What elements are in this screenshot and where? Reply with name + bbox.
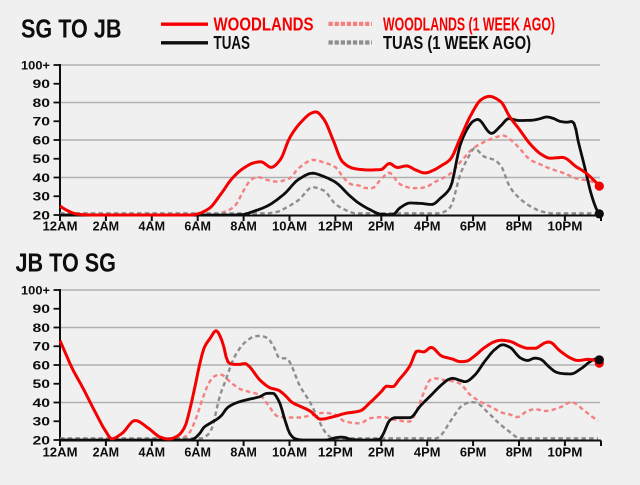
svg-text:8AM: 8AM <box>230 220 257 234</box>
svg-text:50: 50 <box>33 152 51 166</box>
svg-text:TUAS (1 WEEK AGO): TUAS (1 WEEK AGO) <box>383 33 531 53</box>
svg-text:80: 80 <box>33 321 51 335</box>
svg-text:6PM: 6PM <box>460 446 487 460</box>
svg-text:60: 60 <box>33 358 51 372</box>
svg-text:2PM: 2PM <box>368 220 395 234</box>
svg-text:50: 50 <box>33 377 51 391</box>
svg-text:12PM: 12PM <box>318 220 353 234</box>
svg-text:2AM: 2AM <box>93 446 120 460</box>
svg-text:4PM: 4PM <box>414 446 441 460</box>
svg-text:4AM: 4AM <box>139 446 166 460</box>
svg-text:2PM: 2PM <box>368 446 395 460</box>
svg-text:30: 30 <box>33 415 51 429</box>
svg-text:90: 90 <box>33 77 51 91</box>
svg-text:40: 40 <box>33 171 51 185</box>
svg-text:12PM: 12PM <box>318 446 353 460</box>
svg-text:6PM: 6PM <box>460 220 487 234</box>
svg-text:TUAS: TUAS <box>214 33 251 53</box>
svg-text:12AM: 12AM <box>43 220 78 234</box>
svg-text:4PM: 4PM <box>414 220 441 234</box>
svg-text:10AM: 10AM <box>272 220 307 234</box>
svg-text:8AM: 8AM <box>230 446 257 460</box>
svg-text:40: 40 <box>33 396 51 410</box>
svg-text:60: 60 <box>33 133 51 147</box>
svg-text:12AM: 12AM <box>43 446 78 460</box>
svg-text:WOODLANDS: WOODLANDS <box>214 15 314 35</box>
svg-text:80: 80 <box>33 96 51 110</box>
svg-text:2AM: 2AM <box>93 220 120 234</box>
svg-text:20: 20 <box>33 433 51 447</box>
svg-text:20: 20 <box>33 208 51 222</box>
svg-text:30: 30 <box>33 190 51 204</box>
svg-text:10AM: 10AM <box>272 446 307 460</box>
svg-text:8PM: 8PM <box>506 220 533 234</box>
svg-text:10PM: 10PM <box>547 220 582 234</box>
svg-text:SG TO JB: SG TO JB <box>21 16 122 44</box>
svg-text:JB TO SG: JB TO SG <box>16 250 117 278</box>
svg-text:100+: 100+ <box>21 58 50 72</box>
svg-text:90: 90 <box>33 302 51 316</box>
svg-text:100+: 100+ <box>21 283 50 297</box>
svg-text:70: 70 <box>33 115 51 129</box>
svg-text:10PM: 10PM <box>547 446 582 460</box>
svg-text:70: 70 <box>33 340 51 354</box>
svg-text:WOODLANDS (1 WEEK AGO): WOODLANDS (1 WEEK AGO) <box>383 15 555 35</box>
svg-text:6AM: 6AM <box>184 446 211 460</box>
svg-text:4AM: 4AM <box>139 220 166 234</box>
svg-text:6AM: 6AM <box>184 220 211 234</box>
svg-text:8PM: 8PM <box>506 446 533 460</box>
